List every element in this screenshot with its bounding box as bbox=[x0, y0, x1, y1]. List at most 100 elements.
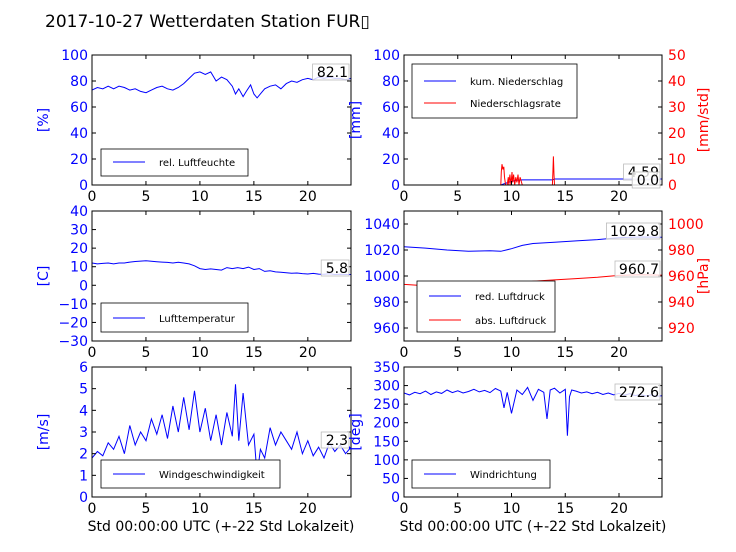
x-tick-label: 0 bbox=[88, 345, 97, 361]
y-axis-label: [%] bbox=[36, 108, 52, 132]
x-tick-label: 5 bbox=[141, 189, 150, 205]
x-tick-label: 20 bbox=[610, 345, 628, 361]
x-tick-label: 10 bbox=[191, 501, 209, 517]
x-tick-label: 15 bbox=[556, 501, 574, 517]
value-annotation-box bbox=[320, 259, 350, 277]
y-tick-label: 80 bbox=[382, 74, 400, 90]
figure-title: 2017-10-27 Wetterdaten Station FUR▯ bbox=[45, 12, 370, 32]
x-tick-label: 0 bbox=[400, 189, 409, 205]
y-tick-label-right: 10 bbox=[668, 152, 686, 168]
panel-3: 0 5 10 15 20 −30 −20 −10 0 10 20 30 40 [C] 5.8 Lufttemp… bbox=[36, 204, 352, 361]
y-tick-label: −20 bbox=[58, 315, 88, 331]
x-axis-label-right: Std 00:00:00 UTC (+-22 Std Lokalzeit) bbox=[400, 519, 667, 535]
y-tick-label-right: 40 bbox=[668, 74, 686, 90]
x-tick-label: 20 bbox=[299, 189, 317, 205]
value-annotation: 5.8 bbox=[326, 261, 348, 277]
value-annotation-box bbox=[320, 431, 350, 449]
value-annotation-box bbox=[614, 260, 661, 278]
y-tick-label: 4 bbox=[79, 403, 88, 419]
x-tick-label: 10 bbox=[191, 345, 209, 361]
x-tick-label: 5 bbox=[141, 501, 150, 517]
value-annotation-box bbox=[631, 171, 661, 189]
y-tick-label: 250 bbox=[373, 397, 400, 413]
series-line-3-1 bbox=[92, 260, 351, 276]
y-tick-label: 0 bbox=[79, 278, 88, 294]
y-tick-label: −30 bbox=[58, 334, 88, 350]
value-annotation: 2.3 bbox=[326, 433, 348, 449]
x-tick-label: 0 bbox=[400, 501, 409, 517]
y-tick-label: 200 bbox=[373, 416, 400, 432]
y-tick-label-right: 920 bbox=[668, 321, 695, 337]
y-axis-label: [m/s] bbox=[36, 414, 52, 451]
y-tick-label: 10 bbox=[70, 260, 88, 276]
y-tick-label: 0 bbox=[79, 178, 88, 194]
x-tick-label: 5 bbox=[453, 345, 462, 361]
value-annotation-box bbox=[614, 383, 661, 401]
y-tick-label: 30 bbox=[70, 223, 88, 239]
x-tick-label: 15 bbox=[245, 501, 263, 517]
y-tick-label: 3 bbox=[79, 425, 88, 441]
y-tick-label: 1 bbox=[79, 468, 88, 484]
x-tick-label: 20 bbox=[299, 345, 317, 361]
plot-frame bbox=[91, 210, 352, 342]
y-tick-label: 20 bbox=[70, 241, 88, 257]
y-tick-label: 80 bbox=[70, 74, 88, 90]
value-annotation-box bbox=[312, 63, 350, 81]
y-tick-label-right: 0 bbox=[668, 178, 677, 194]
x-tick-label: 10 bbox=[503, 501, 521, 517]
y-tick-label: 60 bbox=[382, 100, 400, 116]
y-tick-label-right: 50 bbox=[668, 48, 686, 64]
x-tick-label: 5 bbox=[453, 189, 462, 205]
y-tick-label-right: 980 bbox=[668, 243, 695, 259]
y-tick-label: 40 bbox=[70, 204, 88, 220]
x-tick-label: 5 bbox=[453, 501, 462, 517]
value-annotation-box bbox=[606, 222, 661, 240]
y-tick-label-right: 940 bbox=[668, 295, 695, 311]
y-tick-label: 1000 bbox=[364, 269, 400, 285]
legend-box bbox=[100, 302, 249, 333]
y-tick-label: 20 bbox=[382, 152, 400, 168]
value-annotation: 960.7 bbox=[619, 262, 659, 278]
plot-frame bbox=[403, 54, 663, 186]
legend-label: kum. Niederschlag bbox=[470, 77, 563, 88]
y-axis-label-right: [mm/std] bbox=[696, 88, 712, 153]
x-tick-label: 20 bbox=[299, 501, 317, 517]
value-annotation: 1029.8 bbox=[610, 224, 659, 240]
y-axis-label: [mm] bbox=[348, 101, 364, 139]
panel-4: 0 5 10 15 20 960 980 1000 1020 1040 920 940 960 980 10… bbox=[364, 210, 712, 361]
legend-label: abs. Luftdruck bbox=[475, 316, 546, 327]
y-tick-label: 150 bbox=[373, 434, 400, 450]
series-line-5-1 bbox=[92, 384, 351, 476]
value-annotation: 0.0 bbox=[637, 173, 659, 189]
legend-box bbox=[416, 280, 556, 333]
plot-frame bbox=[403, 366, 663, 498]
y-tick-label: 980 bbox=[373, 295, 400, 311]
y-tick-label: 0 bbox=[391, 178, 400, 194]
y-tick-label: 60 bbox=[70, 100, 88, 116]
plot-frame bbox=[91, 54, 352, 186]
legend-box bbox=[411, 63, 578, 119]
y-tick-label: 5 bbox=[79, 382, 88, 398]
y-tick-label: 1020 bbox=[364, 243, 400, 259]
y-tick-label-right: 1000 bbox=[668, 217, 704, 233]
y-axis-label: [C] bbox=[36, 266, 52, 287]
x-tick-label: 5 bbox=[141, 345, 150, 361]
y-axis-label-right: [hPa] bbox=[696, 258, 712, 294]
series-line-1-1 bbox=[92, 71, 351, 99]
panel-2: 0 5 10 15 20 0 20 40 60 80 100 0 10 20 30 40 50 [mm] [mm/s… bbox=[348, 48, 712, 205]
x-tick-label: 20 bbox=[610, 501, 628, 517]
x-axis-label-left: Std 00:00:00 UTC (+-22 Std Lokalzeit) bbox=[88, 519, 355, 535]
y-tick-label: 40 bbox=[382, 126, 400, 142]
legend-label: Windrichtung bbox=[470, 470, 537, 481]
legend-label: Niederschlagsrate bbox=[470, 99, 561, 110]
x-tick-label: 0 bbox=[88, 189, 97, 205]
value-annotation: 82.1 bbox=[317, 65, 348, 81]
x-tick-label: 15 bbox=[245, 345, 263, 361]
x-tick-label: 15 bbox=[556, 345, 574, 361]
y-tick-label-right: 960 bbox=[668, 269, 695, 285]
legend-label: red. Luftdruck bbox=[475, 292, 545, 303]
legend-label: Lufttemperatur bbox=[159, 314, 236, 325]
panel-6: 0 5 10 15 20050100150200250300350[deg]272.6W… bbox=[348, 360, 663, 517]
x-tick-label: 10 bbox=[503, 189, 521, 205]
